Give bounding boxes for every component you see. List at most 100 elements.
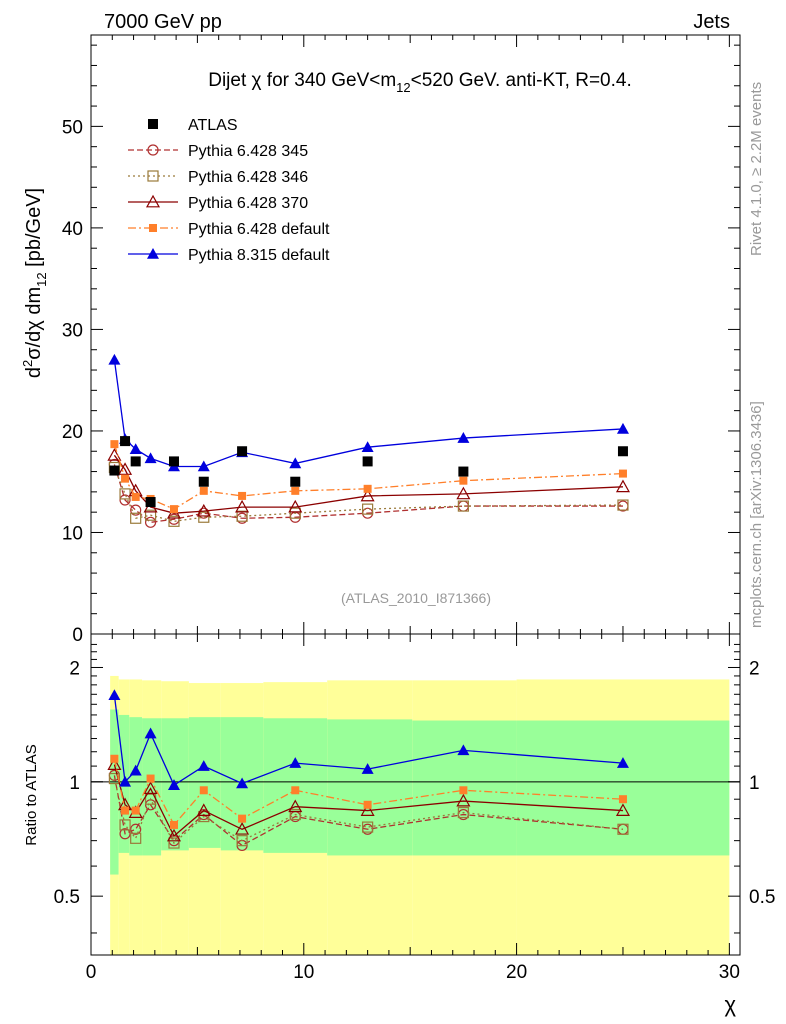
mc-point	[129, 443, 142, 455]
mc-point	[108, 353, 121, 365]
ratio-point	[456, 793, 471, 807]
ratio-point	[236, 835, 248, 847]
mc-point	[459, 476, 468, 485]
data-point	[617, 446, 628, 457]
y-tick-label: 40	[62, 219, 83, 240]
mcplots-label: mcplots.cern.ch [arXiv:1306.3436]	[748, 401, 765, 628]
mc-point	[617, 499, 629, 511]
data-point	[362, 456, 373, 467]
mc-point	[169, 505, 178, 514]
ratio-point	[361, 763, 374, 774]
ratio-point	[288, 799, 303, 813]
inner-band-segment	[327, 719, 413, 856]
mc-point	[235, 499, 250, 513]
mc-point	[168, 515, 180, 527]
ratio-point	[121, 806, 130, 815]
ratio-point	[360, 803, 375, 816]
ratio-y-axis-label: Ratio to ATLAS	[23, 744, 40, 845]
ratio-point	[289, 757, 302, 768]
ratio-line	[113, 775, 624, 847]
x-tick-label: 0	[86, 962, 97, 983]
ratio-point	[236, 777, 249, 789]
inner-band-segment	[110, 709, 119, 875]
ratio-tick-label: 2	[69, 658, 80, 679]
ratio-point	[615, 803, 630, 816]
ratio-tick-label: 0.5	[54, 887, 80, 908]
x-tick-label: 30	[719, 962, 740, 983]
ratio-point	[196, 803, 211, 816]
ratio-line	[113, 778, 624, 845]
y-tick-label: 30	[62, 320, 83, 341]
ratio-point	[108, 689, 121, 701]
legend-label: Pythia 8.315 default	[188, 247, 330, 264]
title-part2: for 340 GeV<m	[262, 70, 397, 91]
inner-band-segment	[263, 718, 328, 853]
ratio-point	[289, 808, 301, 821]
mc-point	[130, 512, 142, 524]
ratio-point	[457, 744, 470, 756]
rivet-label: Rivet 4.1.0, ≥ 2.2M events	[748, 82, 765, 256]
inner-band-segment	[516, 720, 730, 856]
data-point	[168, 456, 179, 467]
series-line	[113, 467, 623, 522]
data-point	[458, 466, 469, 477]
y-tick-label: 0	[72, 625, 83, 646]
ratio-point	[119, 828, 131, 840]
ratio-point	[198, 810, 210, 823]
ratio-point	[616, 757, 629, 768]
ratio-tick-label: 1	[69, 773, 80, 794]
ratio-point	[457, 806, 469, 819]
header-left: 7000 GeV pp	[104, 11, 222, 33]
data-point	[145, 497, 156, 508]
ratio-point	[197, 760, 210, 771]
mc-point	[196, 503, 211, 517]
series-line	[113, 454, 623, 514]
mc-point	[144, 516, 157, 528]
title-sub: 12	[396, 80, 410, 95]
data-point	[290, 476, 301, 487]
title-part3: <520 GeV. anti-KT, R=0.4.	[411, 70, 632, 91]
legend-label: Pythia 6.428 346	[188, 169, 308, 186]
x-tick-label: 10	[293, 962, 314, 983]
ratio-point	[459, 786, 468, 795]
mc-point	[616, 422, 629, 434]
ratio-tick-label-right: 0.5	[749, 887, 775, 908]
main-y-axis-label: d2σ/dχ dm12 [pb/GeV]	[20, 188, 49, 378]
header-right: Jets	[693, 11, 730, 33]
ratio-point	[131, 806, 140, 815]
ratio-point	[235, 822, 250, 835]
ratio-point	[119, 775, 132, 787]
series-line	[113, 443, 623, 510]
ratio-point	[110, 754, 119, 763]
mc-point	[238, 491, 247, 500]
mc-point	[144, 452, 157, 464]
legend-marker	[145, 194, 161, 208]
ylabel-d: d	[23, 367, 45, 378]
mc-point	[361, 441, 374, 452]
legend-marker	[147, 170, 159, 182]
analysis-tag: (ATLAS_2010_I871366)	[341, 590, 491, 606]
mc-point	[456, 486, 471, 500]
inner-band-segment	[188, 717, 221, 848]
legend-marker	[149, 224, 157, 232]
y-tick-label: 10	[62, 523, 83, 544]
mc-point	[130, 504, 142, 516]
mc-point	[197, 460, 210, 472]
mc-point	[110, 440, 119, 449]
ylabel-rest: σ/dχ dm	[23, 287, 45, 360]
ratio-point	[130, 832, 142, 844]
legend-marker	[148, 119, 158, 129]
mc-point	[362, 503, 374, 515]
mc-point	[198, 511, 210, 523]
mc-point	[457, 500, 469, 512]
y-tick-label: 20	[62, 422, 83, 443]
mc-point	[131, 492, 140, 501]
mc-point	[618, 469, 627, 478]
ratio-point	[119, 819, 131, 831]
mc-point	[121, 474, 130, 483]
title-part1: Dijet	[208, 70, 251, 91]
legend-label: Pythia 6.428 default	[188, 221, 330, 238]
ratio-point	[363, 800, 372, 809]
mc-point	[360, 488, 375, 502]
